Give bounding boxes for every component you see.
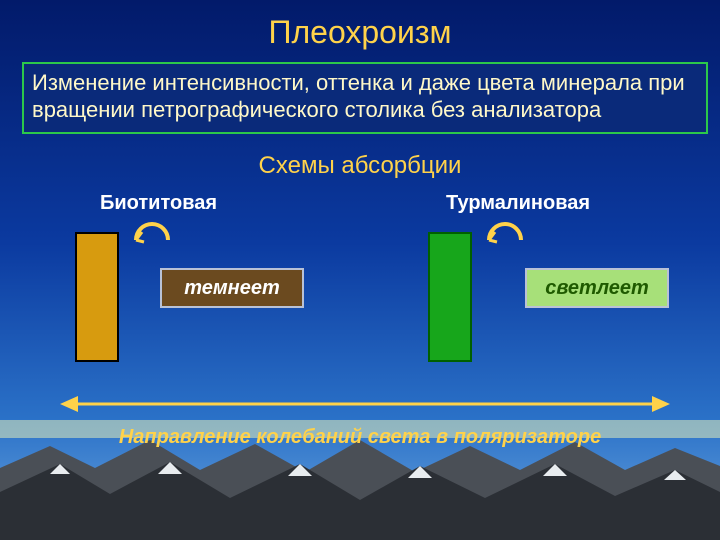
tourmaline-state-box: светлеет [525, 268, 669, 308]
tourmaline-bar [428, 232, 472, 362]
biotite-bar [75, 232, 119, 362]
polarizer-direction-caption: Направление колебаний света в поляризато… [0, 426, 720, 449]
scheme-label-biotite: Биотитовая [100, 192, 217, 215]
tourmaline-rotation-arc-icon [485, 218, 525, 246]
biotite-state-box: темнеет [160, 268, 304, 308]
slide-title: Плеохроизм [0, 14, 720, 51]
slide: Плеохроизм Изменение интенсивности, отте… [0, 0, 720, 540]
polarizer-direction-arrow-icon [60, 392, 670, 416]
subtitle: Схемы абсорбции [0, 152, 720, 180]
scheme-label-tourmaline: Турмалиновая [446, 192, 590, 215]
biotite-rotation-arc-icon [132, 218, 172, 246]
definition-box: Изменение интенсивности, оттенка и даже … [22, 62, 708, 134]
